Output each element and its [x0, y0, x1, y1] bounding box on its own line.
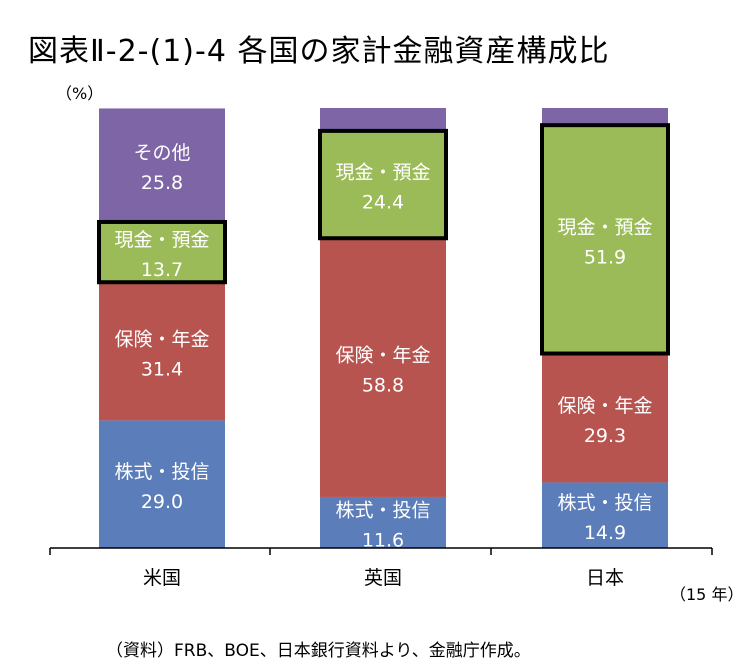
segment-series-label: 現金・預金	[114, 229, 209, 251]
segment-value-label: 29.0	[141, 491, 183, 513]
bar-segment-series-3-cat-1	[320, 108, 446, 131]
bar-segment-series-0-cat-2	[542, 482, 668, 548]
segment-value-label: 58.8	[362, 375, 404, 397]
bar-segment-series-0-cat-0	[99, 420, 225, 548]
bar-segment-series-0-cat-1	[320, 496, 446, 548]
segment-series-label: 現金・預金	[557, 216, 652, 238]
segment-value-label: 25.8	[141, 172, 183, 194]
highlight-box-cat-0	[97, 219, 227, 285]
source-note: （資料）FRB、BOE、日本銀行資料より、金融庁作成。	[106, 641, 531, 661]
segment-series-label: その他	[133, 142, 190, 164]
x-tick-label-1: 英国	[364, 567, 402, 589]
bar-segment-series-2-cat-0	[99, 221, 225, 283]
segment-value-label: 24.4	[362, 192, 404, 214]
segment-series-label: 現金・預金	[335, 162, 430, 184]
segment-value-label: 51.9	[584, 246, 626, 268]
segment-value-label: 11.6	[362, 529, 404, 551]
bar-segment-series-3-cat-2	[542, 108, 668, 126]
highlight-box-cat-2	[540, 123, 670, 356]
segment-series-label: 保険・年金	[114, 328, 209, 350]
segment-series-label: 株式・投信	[335, 499, 430, 521]
page-title: 図表Ⅱ-2-(1)-4 各国の家計金融資産構成比	[28, 34, 610, 69]
segment-series-label: 株式・投信	[557, 492, 652, 514]
segment-value-label: 14.9	[584, 522, 626, 544]
segment-series-label: 保険・年金	[335, 345, 430, 367]
segment-series-label: 株式・投信	[114, 461, 209, 483]
bar-segment-series-1-cat-1	[320, 238, 446, 497]
bar-segment-series-2-cat-1	[320, 130, 446, 239]
segment-series-label: 保険・年金	[557, 395, 652, 417]
y-axis-unit-label: （%）	[56, 84, 104, 103]
bar-segment-series-1-cat-2	[542, 353, 668, 483]
highlight-box-cat-1	[318, 128, 448, 241]
segment-value-label: 13.7	[141, 259, 183, 281]
x-tick-label-0: 米国	[143, 567, 181, 589]
bar-segment-series-3-cat-0	[99, 108, 225, 222]
bar-segment-series-1-cat-0	[99, 282, 225, 421]
bar-segment-series-2-cat-2	[542, 125, 668, 354]
year-label: （15 年）	[670, 585, 744, 604]
segment-value-label: 31.4	[141, 358, 183, 380]
x-tick-label-2: 日本	[586, 567, 624, 589]
segment-value-label: 29.3	[584, 425, 626, 447]
